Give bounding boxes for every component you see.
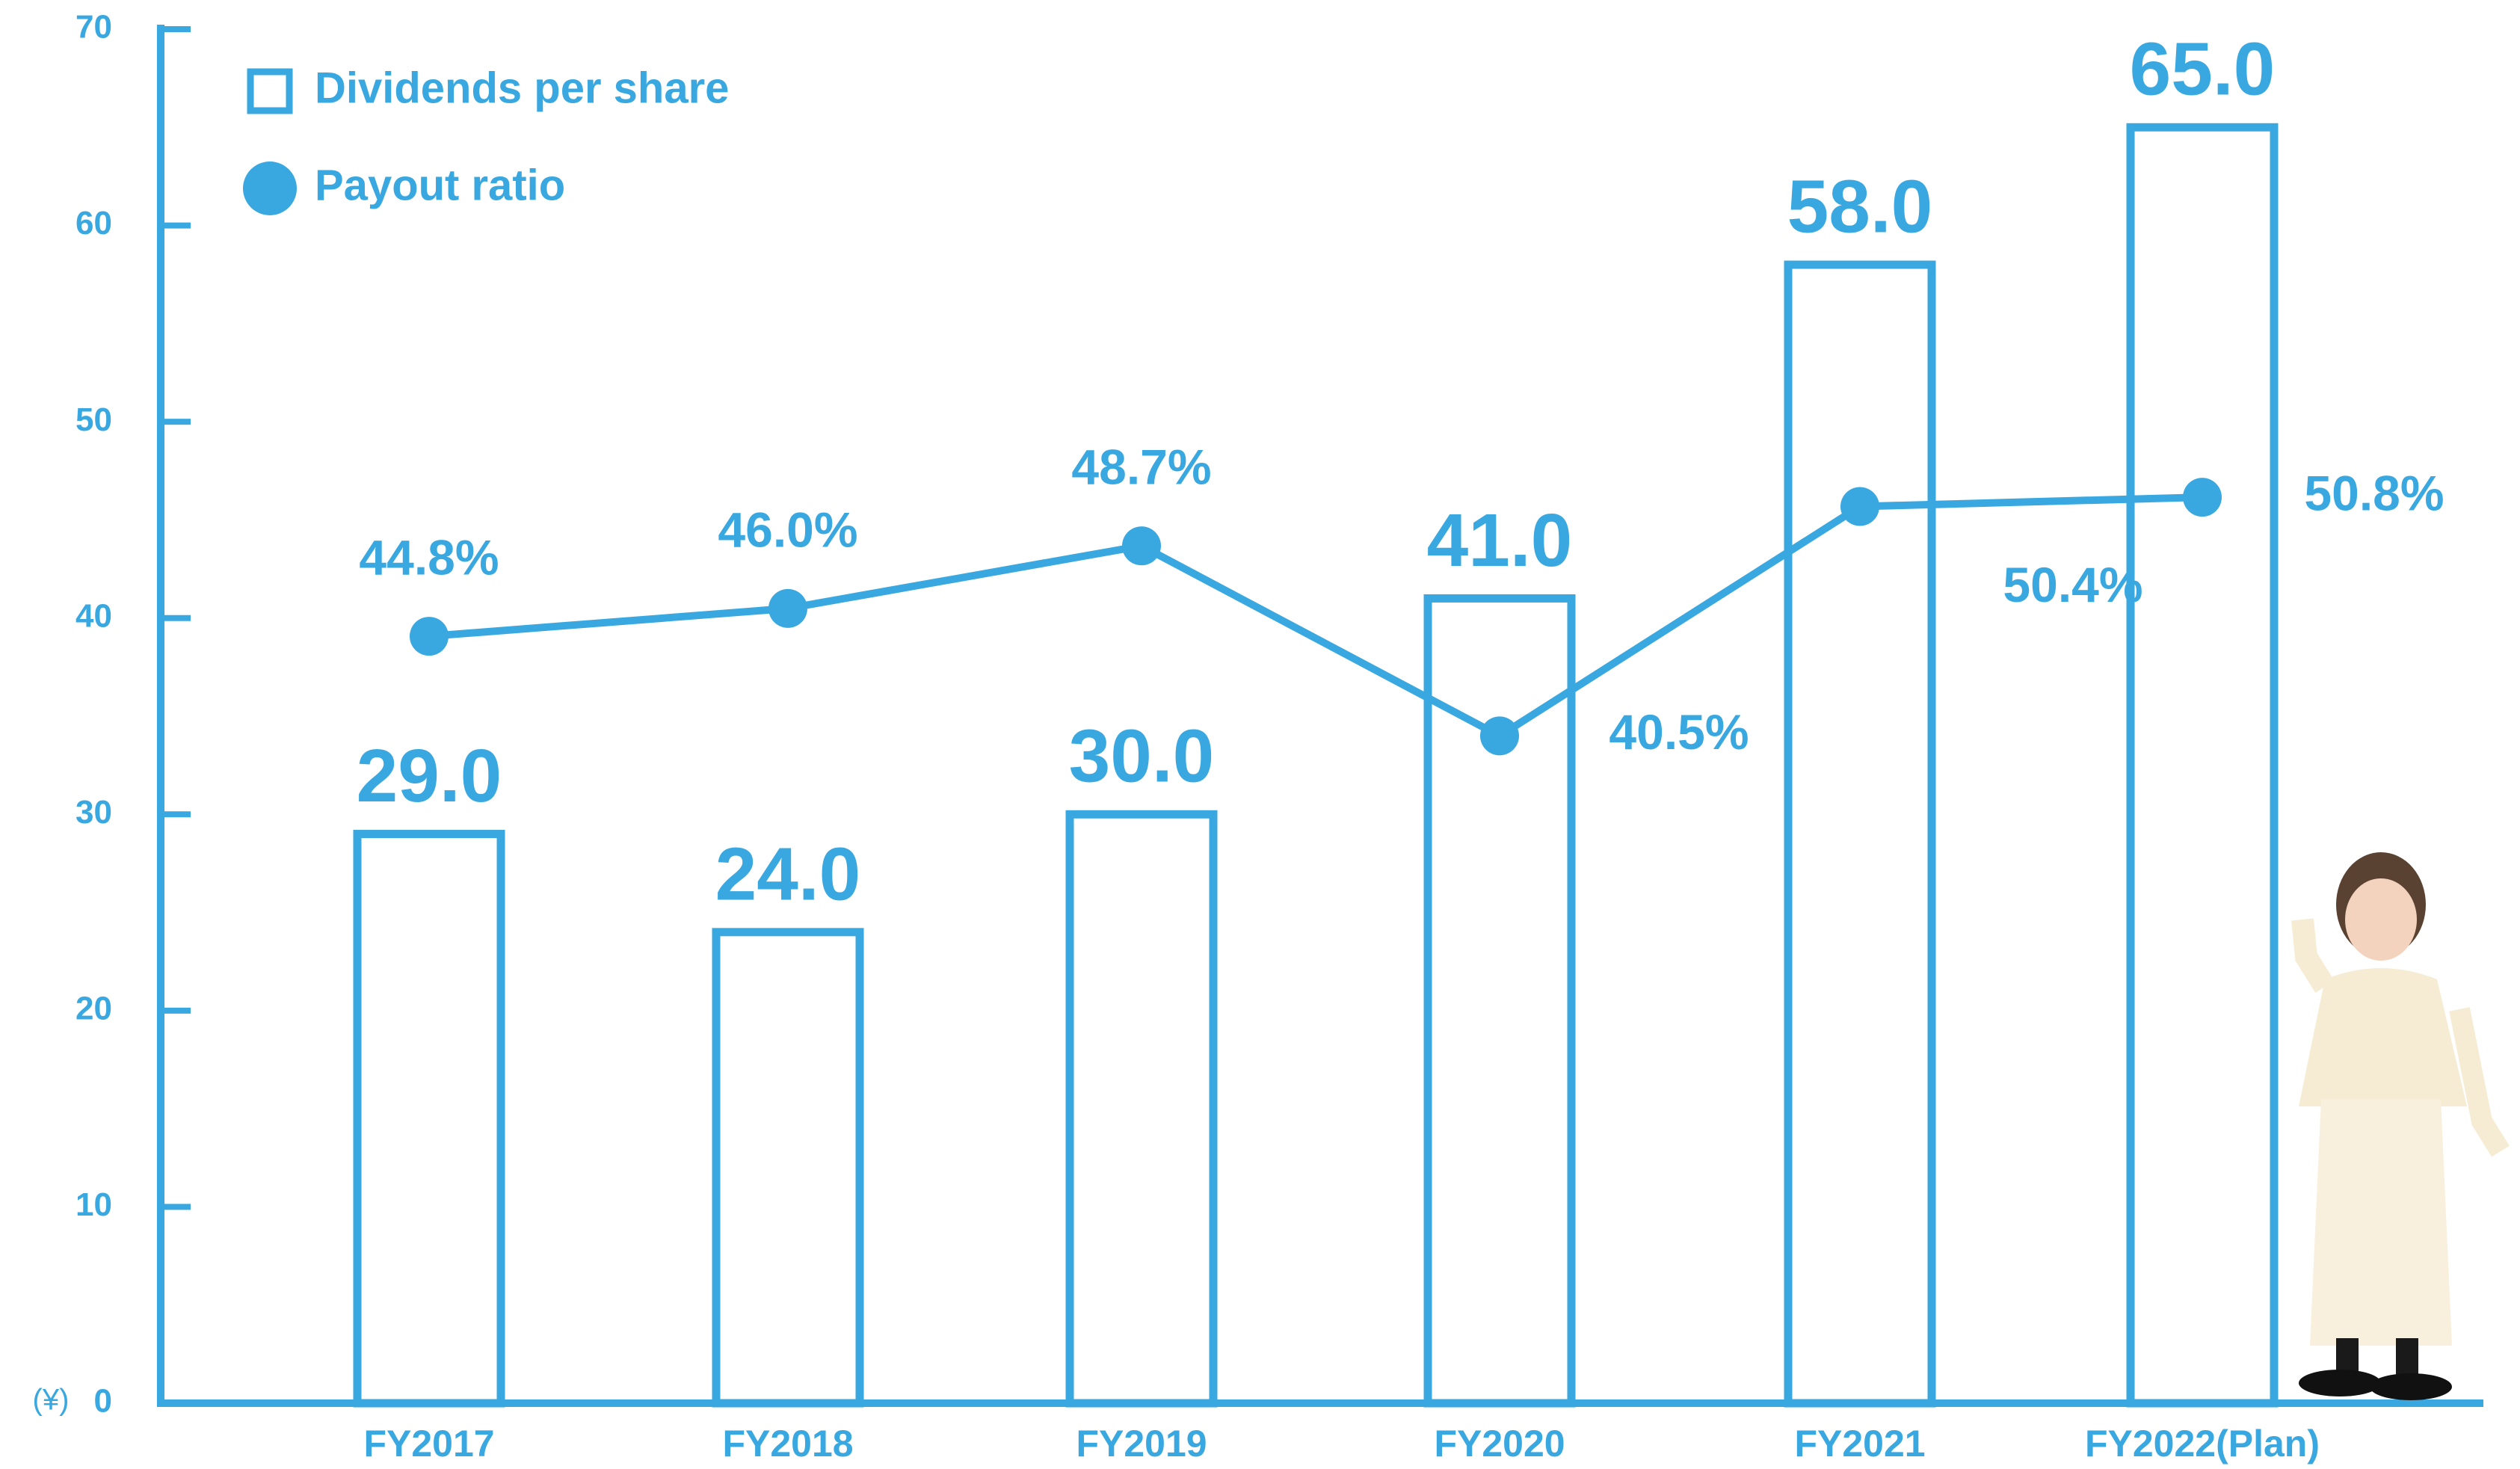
x-tick-label: FY2022(Plan)	[2085, 1423, 2320, 1465]
payout-point	[410, 617, 449, 656]
payout-point	[1840, 487, 1879, 526]
legend-swatch	[247, 68, 293, 114]
bar	[712, 928, 864, 1408]
payout-line	[428, 493, 2203, 740]
bar-value-label: 65.0	[2130, 28, 2276, 111]
payout-label: 50.8%	[2304, 466, 2444, 521]
x-tick-label: FY2020	[1434, 1423, 1565, 1465]
y-tick-label: 50	[76, 401, 112, 438]
y-tick-label: 30	[76, 794, 112, 831]
x-tick-label: FY2018	[722, 1423, 853, 1465]
bar-value-label: 58.0	[1787, 165, 1933, 249]
payout-point	[1480, 716, 1519, 756]
payout-point	[2183, 478, 2222, 517]
x-tick-label: FY2017	[363, 1423, 494, 1465]
bar	[1784, 260, 1936, 1408]
legend-swatch	[243, 161, 297, 215]
x-tick-label: FY2019	[1076, 1423, 1207, 1465]
bar	[1423, 594, 1576, 1408]
bar	[1065, 810, 1218, 1408]
bar-value-label: 30.0	[1069, 715, 1215, 798]
x-tick-label: FY2021	[1794, 1423, 1925, 1465]
bar-value-label: 29.0	[357, 734, 502, 818]
payout-label: 40.5%	[1609, 704, 1749, 760]
legend-label: Dividends per share	[315, 64, 729, 112]
y-tick-label: 0	[94, 1383, 112, 1420]
payout-point	[768, 588, 807, 628]
y-tick-label: 60	[76, 205, 112, 241]
legend-label: Payout ratio	[315, 161, 565, 209]
payout-label: 50.4%	[2003, 557, 2142, 612]
y-tick-label: 20	[76, 990, 112, 1026]
y-tick-label: 40	[76, 597, 112, 634]
bar-value-label: 24.0	[715, 832, 861, 916]
payout-point	[1122, 526, 1161, 566]
payout-label: 44.8%	[359, 530, 499, 585]
bar	[353, 830, 505, 1408]
y-tick-label: 70	[76, 9, 112, 46]
payout-label: 48.7%	[1071, 440, 1211, 495]
bar	[2126, 123, 2279, 1408]
bar-value-label: 41.0	[1427, 499, 1573, 582]
payout-label: 46.0%	[718, 502, 857, 557]
y-tick-label: 10	[76, 1186, 112, 1223]
presenter-figure	[2291, 852, 2510, 1400]
y-unit: (¥)	[33, 1384, 70, 1417]
